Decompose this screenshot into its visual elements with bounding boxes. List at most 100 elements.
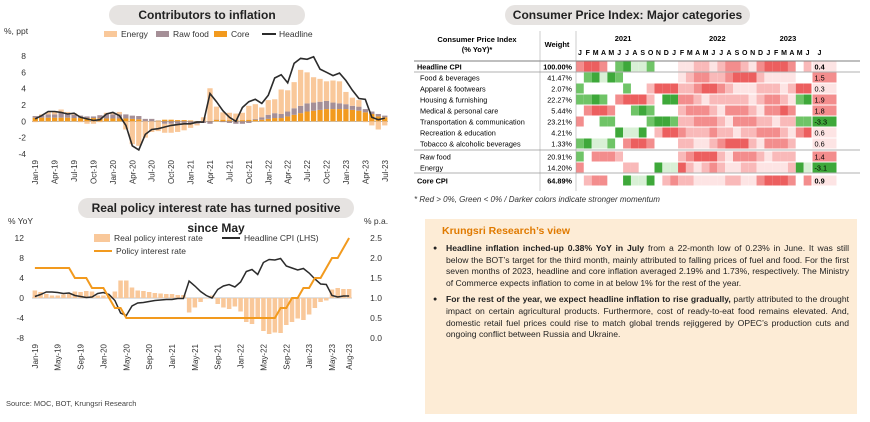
chart1-bar-energy <box>362 121 368 123</box>
table-month: F <box>586 50 591 57</box>
chart1-bar-raw-food <box>291 108 297 115</box>
chart1-bar-core <box>220 119 226 122</box>
table-heat-cell <box>583 83 592 94</box>
chart2-real-rate-bar <box>341 289 346 298</box>
table-heat-cell <box>654 127 663 138</box>
table-heat-cell <box>615 105 624 116</box>
chart2-real-rate-bar <box>158 293 163 298</box>
research-view-box: Krungsri Research’s view Headline inflat… <box>425 219 857 414</box>
chart1-xtick: Jul-23 <box>381 159 390 181</box>
table-heat-cell <box>772 72 781 83</box>
chart1-bar-energy <box>194 123 200 126</box>
chart2-real-rate-bar <box>164 294 169 298</box>
chart1-bar-energy <box>323 81 330 101</box>
table-month: M <box>781 50 787 57</box>
table-heat-cell <box>654 162 663 173</box>
chart1-bar-raw-food <box>259 117 265 120</box>
chart1-xtick: Jan-21 <box>187 159 196 184</box>
table-latest-cell <box>812 105 837 116</box>
chart1-bar-energy <box>246 105 252 120</box>
table-latest-value: -3.1 <box>815 163 828 172</box>
bullet-1-bold: Headline inflation inched-up 0.38% YoY i… <box>446 243 645 253</box>
table-heat-cell <box>646 61 655 72</box>
chart1-xtick: Apr-22 <box>284 159 293 184</box>
chart1-xtick: Jan-23 <box>342 159 351 184</box>
chart1-bar-raw-food <box>252 118 258 120</box>
table-latest-value: 1.4 <box>815 152 825 161</box>
table-row-weight: 14.20% <box>547 163 572 172</box>
chart1-bar-raw-food <box>226 121 233 123</box>
table-heat-cell <box>709 127 718 138</box>
table-heat-cell <box>599 116 608 127</box>
table-heat-cell <box>654 175 663 186</box>
table-latest-value: -3.3 <box>815 117 828 126</box>
chart2-xtick: Jan-23 <box>305 343 314 368</box>
chart2-real-rate-bar <box>266 298 272 334</box>
chart1-bar-energy <box>207 88 213 121</box>
table-heat-cell <box>678 151 686 162</box>
table-heat-cell <box>733 72 741 83</box>
table-latest-cell <box>812 162 837 173</box>
chart1-bar-energy <box>155 121 161 132</box>
legend-label-2: Core <box>231 29 250 39</box>
chart2-real-rate-bar <box>141 291 146 298</box>
table-heat-cell <box>615 83 624 94</box>
table-heat-cell <box>795 175 804 186</box>
chart1-bar-core <box>317 109 323 122</box>
table-month: M <box>593 50 599 57</box>
chart1-bar-energy <box>97 121 103 123</box>
view-bullet-2: For the rest of the year, we expect head… <box>431 294 849 340</box>
table-heat-cell <box>607 72 616 83</box>
chart1-bar-core <box>226 120 233 122</box>
table-heat-cell <box>795 105 804 116</box>
table-month: S <box>735 50 740 57</box>
table-col-header-unit: (% YoY)* <box>462 45 493 54</box>
table-row-weight: 4.21% <box>551 128 572 137</box>
chart1-xtick: Jul-20 <box>148 159 157 181</box>
chart1-bar-raw-food <box>343 104 349 110</box>
table-heat-cell <box>764 72 773 83</box>
chart2-real-rate-bar <box>238 298 243 312</box>
table-month: J <box>711 50 715 57</box>
table-latest-cell <box>812 138 837 149</box>
table-heat-cell <box>740 127 749 138</box>
table-heat-cell <box>670 175 679 186</box>
table-heat-cell <box>740 116 749 127</box>
chart2-real-rate-bar <box>261 298 266 331</box>
chart1-xtick: Jan-20 <box>109 159 118 184</box>
table-heat-cell <box>670 105 679 116</box>
table-row-name: Tobacco & alcoholic beverages <box>420 139 521 148</box>
table-heat-cell <box>717 72 726 83</box>
chart1-bar-core <box>162 119 168 122</box>
table-heat-cell <box>685 175 694 186</box>
chart2-ytick-left: 12 <box>15 233 25 243</box>
table-heat-cell <box>662 116 671 127</box>
chart1-bar-energy <box>58 109 64 113</box>
table-heat-cell <box>662 151 671 162</box>
chart1-bar-core <box>155 120 161 122</box>
table-heat-cell <box>740 162 749 173</box>
chart1-bar-raw-food <box>187 121 194 124</box>
table-heat-cell <box>795 61 804 72</box>
chart1-bar-core <box>52 117 58 122</box>
chart1-bar-energy <box>162 123 168 133</box>
table-heat-cell <box>725 116 733 127</box>
table-month: D <box>664 50 669 57</box>
table-heat-cell <box>583 72 592 83</box>
chart2-real-rate-bar <box>255 298 260 319</box>
chart2-real-rate-bar <box>221 298 226 308</box>
chart1-xtick: Apr-19 <box>51 159 60 184</box>
table-heat-cell <box>756 83 765 94</box>
table-heat-cell <box>693 151 702 162</box>
table-heat-cell <box>764 105 773 116</box>
chart1-bar-energy <box>297 69 304 106</box>
table-heat-cell <box>654 105 663 116</box>
chart2-real-rate-bar <box>226 298 232 309</box>
table-heat-cell <box>717 61 726 72</box>
chart1-bar-energy <box>330 80 336 103</box>
table-row-weight: 5.44% <box>551 106 572 115</box>
chart2-real-rate-bar <box>278 298 283 333</box>
chart1-bar-energy <box>375 121 381 130</box>
table-row-weight: 64.89% <box>547 176 572 185</box>
table-heat-cell <box>638 175 647 186</box>
